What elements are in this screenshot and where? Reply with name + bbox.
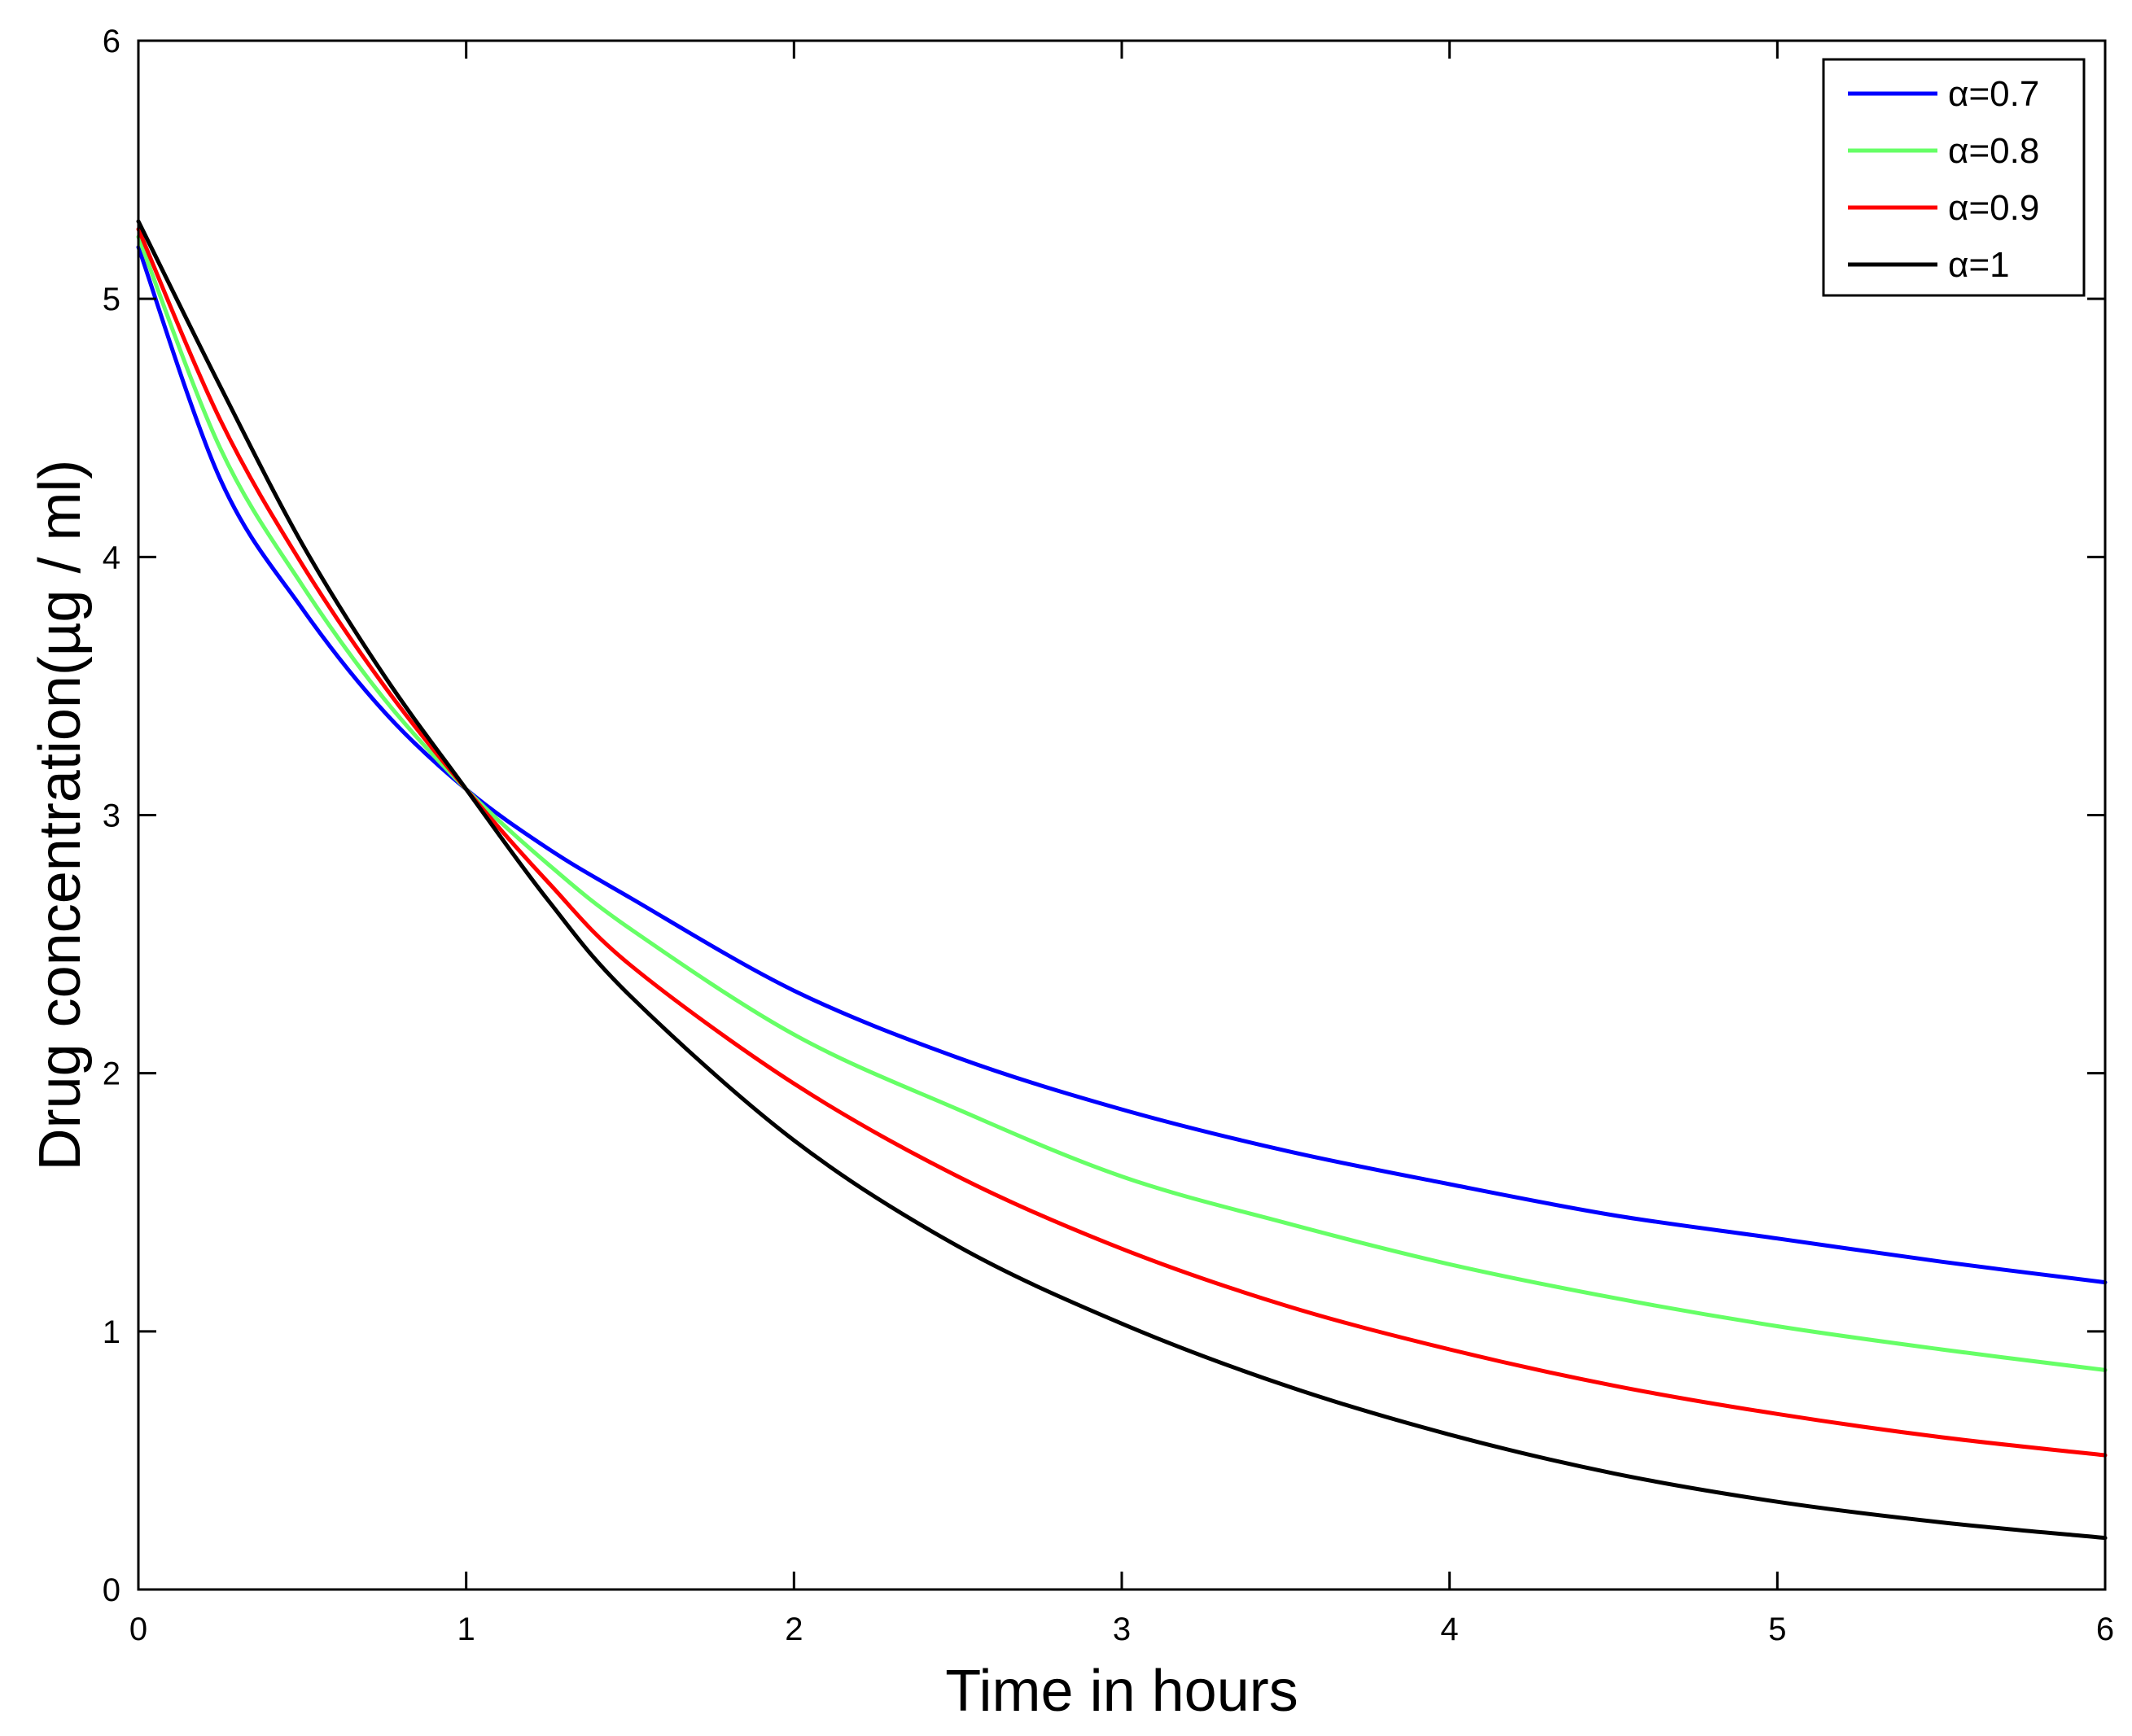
x-tick-label: 1 (457, 1611, 475, 1647)
x-tick-label: 0 (129, 1611, 147, 1647)
y-tick-label: 3 (103, 798, 120, 834)
tick-layer: 0 1 2 3 4 5 6 0 1 2 3 4 5 6 (103, 24, 2114, 1647)
x-axis-title: Time in hours (945, 1659, 1298, 1724)
x-tick-label: 6 (2096, 1611, 2114, 1647)
y-tick-label: 2 (103, 1056, 120, 1092)
x-tick-label: 2 (785, 1611, 803, 1647)
y-tick-label: 4 (103, 540, 120, 575)
x-tick-label: 5 (1768, 1611, 1786, 1647)
series-line-2 (136, 227, 2108, 1458)
series-line-1 (136, 234, 2108, 1372)
legend-label-0: α=0.7 (1948, 74, 2039, 114)
y-tick-label: 6 (103, 24, 120, 59)
legend-label-2: α=0.9 (1948, 188, 2039, 228)
y-tick-label: 5 (103, 282, 120, 317)
legend: α=0.7 α=0.8 α=0.9 α=1 (1822, 58, 2086, 297)
series-layer (136, 219, 2108, 1541)
legend-label-1: α=0.8 (1948, 131, 2039, 171)
y-axis-title: Drug concentration(µg / ml) (28, 460, 93, 1171)
x-tick-label: 3 (1113, 1611, 1131, 1647)
y-tick-label: 0 (103, 1572, 120, 1608)
legend-box (1822, 58, 2086, 297)
series-line-0 (136, 245, 2108, 1285)
y-tick-label: 1 (103, 1314, 120, 1350)
series-line-3 (136, 219, 2108, 1541)
legend-label-3: α=1 (1948, 245, 2010, 285)
x-tick-label: 4 (1441, 1611, 1459, 1647)
